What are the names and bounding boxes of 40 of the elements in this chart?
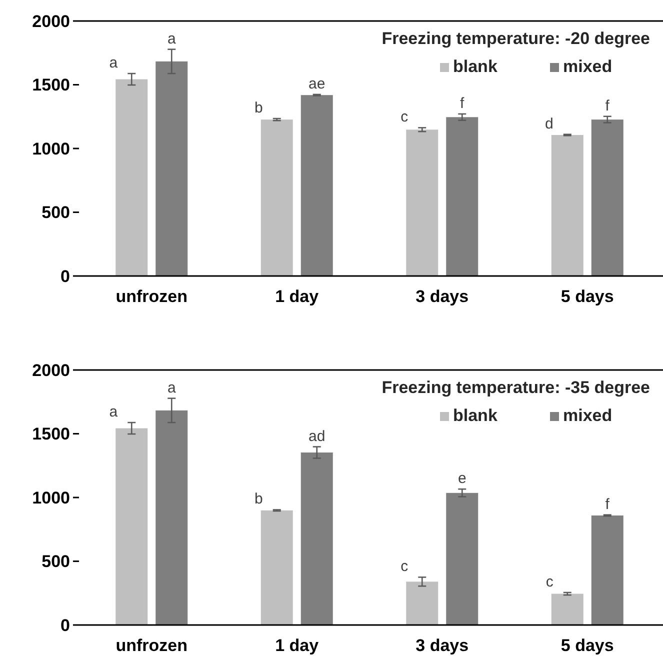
data-label: e [458, 470, 466, 488]
data-label: ae [308, 75, 326, 92]
x-tick-label: 3 days [416, 287, 469, 306]
x-tick-label: unfrozen [116, 636, 188, 655]
data-label: a [167, 379, 176, 396]
data-label: a [109, 54, 118, 72]
legend-label: mixed [563, 57, 612, 76]
y-tick-label: 500 [42, 203, 70, 222]
x-tick-label: unfrozen [116, 287, 188, 306]
data-label: ad [308, 428, 326, 445]
legend-label: blank [453, 57, 498, 76]
legend-label: mixed [563, 406, 612, 425]
data-label: f [460, 94, 466, 112]
legend-title: Freezing temperature: -35 degree [382, 378, 650, 397]
data-label: a [109, 404, 118, 421]
legend-label: blank [453, 406, 498, 425]
x-tick-label: 1 day [275, 636, 320, 655]
x-tick-label: 5 days [560, 636, 614, 655]
data-label: c [546, 573, 554, 590]
data-label: c [400, 108, 409, 126]
x-tick-label: 1 day [275, 287, 320, 306]
y-tick-label: 2000 [32, 360, 70, 380]
data-label: a [167, 30, 176, 48]
x-tick-label: 3 days [416, 636, 469, 655]
data-label: c [400, 558, 409, 576]
y-tick-label: 1500 [32, 76, 70, 95]
data-label: d [545, 115, 554, 132]
y-tick-label: 0 [60, 616, 70, 635]
legend-title: Freezing temperature: -20 degree [382, 29, 650, 48]
data-label: f [605, 97, 610, 114]
y-tick-label: 0 [60, 266, 70, 286]
y-tick-label: 1500 [32, 424, 70, 444]
y-tick-label: 500 [42, 552, 70, 572]
y-tick-label: 1000 [32, 139, 70, 158]
y-tick-label: 2000 [32, 12, 70, 31]
data-label: b [254, 490, 263, 508]
data-label: b [254, 100, 263, 117]
x-tick-label: 5 days [560, 287, 614, 306]
data-label: f [605, 496, 610, 513]
y-tick-label: 1000 [32, 488, 70, 508]
